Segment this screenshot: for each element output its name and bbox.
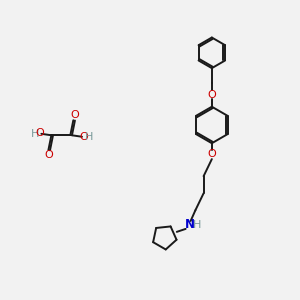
Text: H: H [30,129,39,139]
Text: H: H [85,132,93,142]
Text: O: O [35,128,44,138]
Text: O: O [44,150,53,160]
Text: H: H [193,220,202,230]
Text: O: O [208,90,216,100]
Text: N: N [184,218,194,231]
Text: O: O [70,110,79,120]
Text: O: O [79,132,88,142]
Text: O: O [208,149,216,159]
